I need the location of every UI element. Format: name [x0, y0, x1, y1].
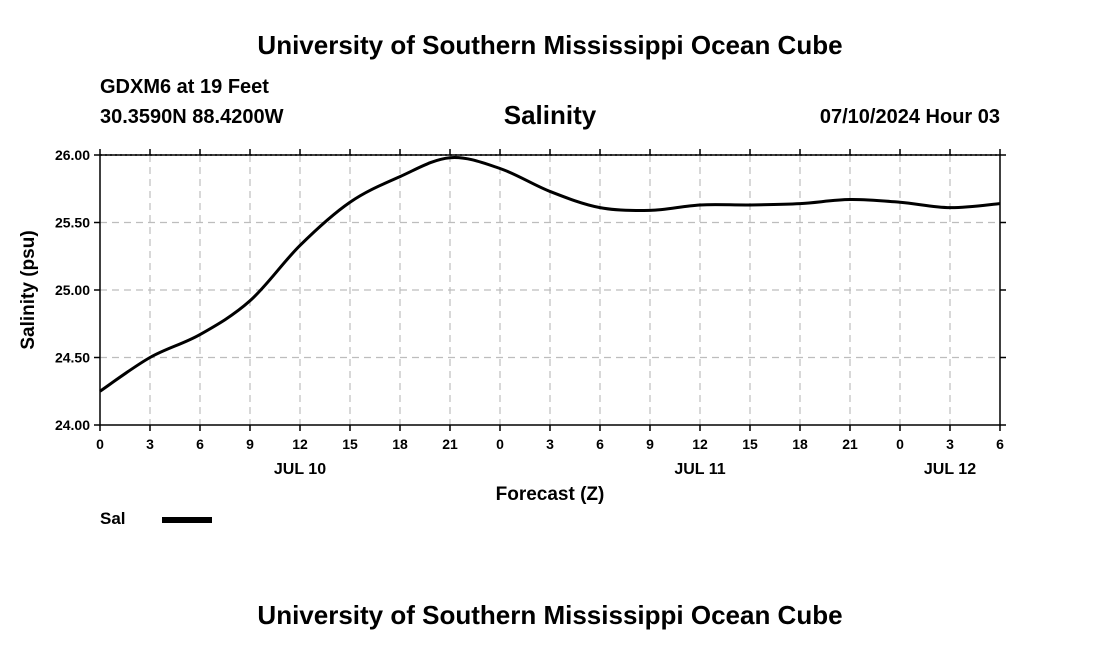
location-label: 30.3590N 88.4200W — [100, 106, 284, 128]
y-tick-label: 24.00 — [55, 417, 90, 433]
y-axis-ticks: 24.00 24.50 25.00 25.50 26.00 — [55, 147, 1006, 433]
bottom-title: University of Southern Mississippi Ocean… — [257, 600, 843, 630]
station-label: GDXM6 at 19 Feet — [100, 76, 269, 98]
y-axis-label: Salinity (psu) — [18, 230, 39, 349]
grid-lines — [100, 155, 1000, 425]
y-tick-label: 25.00 — [55, 282, 90, 298]
x-tick-label: 0 — [896, 436, 904, 452]
run-time-label: 07/10/2024 Hour 03 — [819, 106, 1000, 128]
x-tick-label: 3 — [146, 436, 154, 452]
x-tick-label: 18 — [392, 436, 408, 452]
y-tick-label: 25.50 — [55, 215, 90, 231]
x-tick-label: 21 — [442, 436, 458, 452]
x-tick-label: 6 — [596, 436, 604, 452]
x-tick-label: 15 — [742, 436, 758, 452]
top-title: University of Southern Mississippi Ocean… — [257, 30, 843, 60]
x-tick-label: 12 — [692, 436, 708, 452]
x-tick-label: 9 — [246, 436, 254, 452]
date-label: JUL 10 — [274, 461, 326, 478]
y-tick-label: 24.50 — [55, 350, 90, 366]
x-tick-label: 9 — [646, 436, 654, 452]
y-tick-label: 26.00 — [55, 147, 90, 163]
date-label: JUL 12 — [924, 461, 976, 478]
x-tick-label: 0 — [96, 436, 104, 452]
x-axis-ticks: 0 3 6 9 12 15 18 21 0 3 6 9 12 15 18 21 0 3 6 JUL 10 JUL 11 J… — [96, 149, 1004, 478]
x-tick-label: 21 — [842, 436, 858, 452]
chart-title: Salinity — [503, 100, 597, 130]
x-tick-label: 0 — [496, 436, 504, 452]
series-line-sal — [99, 156, 1001, 393]
legend-label-sal: Sal — [100, 509, 126, 528]
date-label: JUL 11 — [674, 461, 725, 478]
x-axis-label: Forecast (Z) — [496, 484, 605, 505]
x-tick-label: 12 — [292, 436, 308, 452]
x-tick-label: 6 — [996, 436, 1004, 452]
x-tick-label: 18 — [792, 436, 808, 452]
legend-swatch-sal — [162, 517, 212, 523]
x-tick-label: 15 — [342, 436, 358, 452]
x-tick-label: 3 — [946, 436, 954, 452]
x-tick-label: 3 — [546, 436, 554, 452]
x-tick-label: 6 — [196, 436, 204, 452]
